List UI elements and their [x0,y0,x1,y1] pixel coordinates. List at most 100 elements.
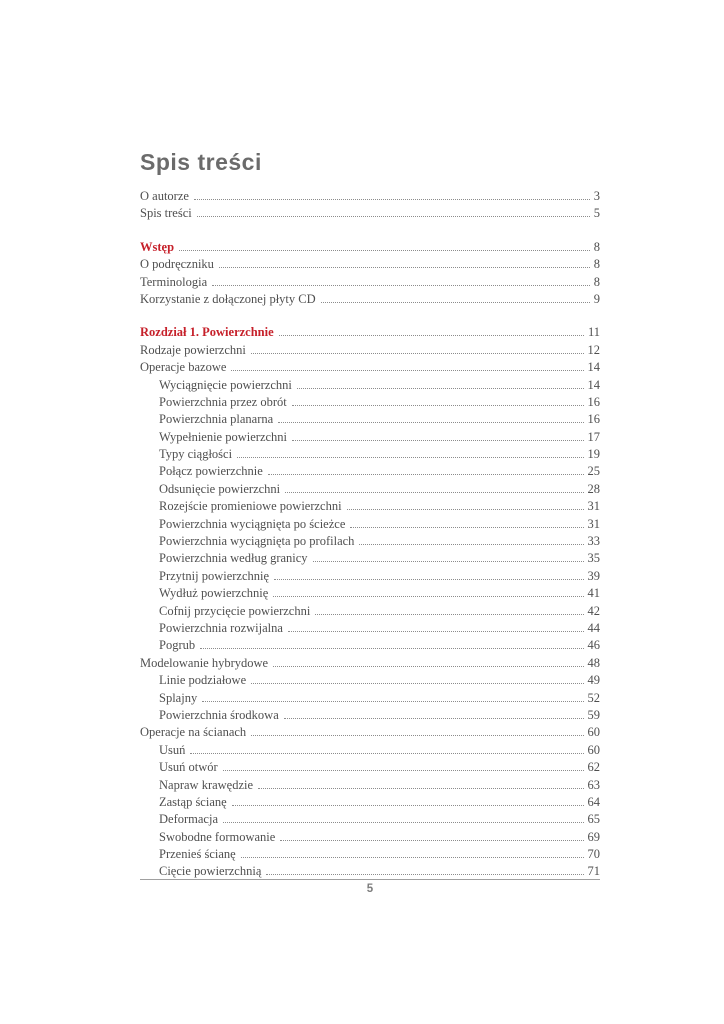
leader-dots [267,474,584,476]
toc-entry-page: 60 [587,725,601,740]
toc-entry-label: Wstęp [140,239,175,254]
page-title: Spis treści [140,149,262,175]
toc-list: O autorze 3 Spis treści 5 Wstęp 8 O podręcznik… [140,189,600,882]
toc-entry: Splajny 52 [140,691,600,708]
toc-entry-label: Powierzchnia planarna [159,412,274,427]
toc-entry-label: Modelowanie hybrydowe [140,655,269,670]
leader-dots [359,544,584,546]
toc-entry-page: 19 [587,447,601,462]
toc-entry-page: 17 [587,429,601,444]
leader-dots [212,284,590,286]
toc-entry-page: 64 [587,794,601,809]
leader-dots [283,717,584,719]
toc-entry-label: Powierzchnia wyciągnięta po ścieżce [159,516,346,531]
toc-entry-label: Wyciągnięcie powierzchni [159,377,292,392]
toc-entry: Cięcie powierzchnią 71 [140,864,600,881]
leader-dots [312,561,584,563]
leader-dots [251,735,584,737]
leader-dots [202,700,584,702]
toc-entry: Powierzchnia planarna 16 [140,412,600,429]
leader-dots [250,352,584,354]
leader-dots [218,267,590,269]
toc-entry: Wypełnienie powierzchni 17 [140,430,600,447]
toc-entry-page: 41 [587,586,601,601]
toc-entry-label: Usuń otwór [159,760,218,775]
toc-entry: Spis treści 5 [140,206,600,223]
toc-entry: Powierzchnia wyciągnięta po profilach 33 [140,534,600,551]
toc-entry-page: 11 [587,325,600,340]
toc-entry-label: Zastąp ścianę [159,794,227,809]
toc-entry: Operacje bazowe 14 [140,360,600,377]
leader-dots [193,199,590,200]
toc-entry-page: 8 [593,239,600,254]
toc-entry: Zastąp ścianę 64 [140,795,600,812]
leader-dots [278,422,584,424]
leader-dots [222,770,584,772]
toc-entry-label: Terminologia [140,274,208,289]
toc-entry-page: 44 [587,620,601,635]
toc-entry: Rodzaje powierzchni 12 [140,343,600,360]
toc-group: Rozdział 1. Powierzchnie 11 Rodzaje powier… [140,325,600,882]
leader-dots [291,404,584,406]
toc-entry: Usuń otwór 62 [140,760,600,777]
toc-entry: Modelowanie hybrydowe 48 [140,656,600,673]
toc-entry-label: Splajny [159,690,198,705]
toc-entry-label: Pogrub [159,638,196,653]
toc-entry-page: 5 [593,206,600,221]
toc-entry: Swobodne formowanie 69 [140,830,600,847]
leader-dots [258,787,584,789]
toc-entry: Powierzchnia przez obrót 16 [140,395,600,412]
toc-entry: Operacje na ścianach 60 [140,725,600,742]
toc-entry-label: O podręczniku [140,257,214,272]
toc-entry-label: Rozejście promieniowe powierzchni [159,499,342,514]
leader-dots [285,491,584,493]
toc-entry-label: O autorze [140,189,189,203]
leader-dots [251,683,584,685]
toc-entry-label: Rodzaje powierzchni [140,342,246,357]
toc-entry-page: 69 [587,829,601,844]
toc-entry-label: Odsunięcie powierzchni [159,481,281,496]
leader-dots [190,752,584,754]
footer-page-number: 5 [366,883,374,895]
toc-entry-label: Przytnij powierzchnię [159,568,270,583]
leader-dots [274,578,584,580]
toc-entry-page: 62 [587,760,601,775]
toc-entry: Wydłuż powierzchnię 41 [140,586,600,603]
toc-entry-page: 65 [587,812,601,827]
leader-dots [196,216,590,218]
leader-dots [200,648,584,650]
toc-entry: Odsunięcie powierzchni 28 [140,482,600,499]
toc-entry-page: 52 [587,690,601,705]
toc-entry: Przenieś ścianę 70 [140,847,600,864]
toc-entry: Napraw krawędzie 63 [140,778,600,795]
toc-entry-label: Spis treści [140,206,192,221]
toc-entry-label: Cofnij przycięcie powierzchni [159,603,311,618]
leader-dots [280,839,584,841]
toc-entry-label: Korzystanie z dołączonej płyty CD [140,291,316,306]
toc-entry: Powierzchnia wyciągnięta po ścieżce 31 [140,517,600,534]
leader-dots [240,857,584,859]
toc-entry-label: Napraw krawędzie [159,777,254,792]
toc-entry-page: 70 [587,847,601,862]
toc-entry-page: 16 [587,412,601,427]
footer-divider [140,879,600,880]
toc-entry: Rozejście promieniowe powierzchni 31 [140,499,600,516]
toc-entry-page: 8 [593,274,600,289]
toc-entry: Linie podziałowe 49 [140,673,600,690]
toc-entry-page: 42 [587,603,601,618]
toc-entry: Przytnij powierzchnię 39 [140,569,600,586]
leader-dots [315,613,584,615]
toc-content: Spis treści O autorze 3 Spis treści 5 Wstęp 8… [140,150,600,882]
toc-entry-label: Powierzchnia wyciągnięta po profilach [159,534,355,549]
toc-group: O autorze 3 Spis treści 5 [140,189,600,224]
toc-entry-page: 71 [587,864,601,879]
toc-entry: Cofnij przycięcie powierzchni 42 [140,604,600,621]
leader-dots [237,457,584,459]
toc-entry-page: 25 [587,464,601,479]
toc-entry: O autorze 3 [140,189,600,206]
leader-dots [292,439,584,441]
leader-dots [223,822,584,824]
toc-entry-label: Przenieś ścianę [159,847,236,862]
toc-entry-page: 31 [587,516,601,531]
toc-entry: Powierzchnia środkowa 59 [140,708,600,725]
